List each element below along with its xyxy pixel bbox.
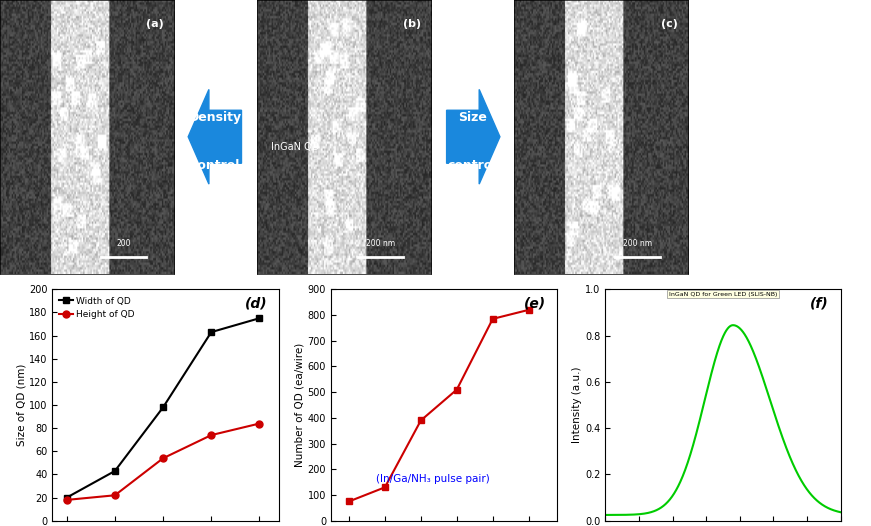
Text: Density: Density	[189, 112, 242, 124]
Text: (e): (e)	[524, 296, 546, 310]
Text: 200: 200	[117, 239, 131, 248]
Width of QD	[158, 404, 168, 410]
Width of QD	[254, 315, 265, 321]
Width of QD	[206, 329, 217, 335]
Height of QD	[206, 432, 217, 438]
Text: 200 nm: 200 nm	[623, 239, 652, 248]
Text: (a): (a)	[146, 19, 164, 29]
Text: control: control	[448, 159, 497, 171]
Text: (d): (d)	[245, 296, 267, 310]
Text: 200 nm: 200 nm	[366, 239, 395, 248]
Y-axis label: Number of QD (ea/wire): Number of QD (ea/wire)	[295, 343, 305, 467]
Text: Size: Size	[458, 112, 487, 124]
Height of QD	[158, 455, 168, 461]
Text: (f): (f)	[810, 296, 828, 310]
Y-axis label: Size of QD (nm): Size of QD (nm)	[17, 364, 26, 446]
Height of QD	[254, 420, 265, 427]
Height of QD	[110, 492, 120, 499]
FancyArrow shape	[188, 89, 241, 184]
Text: (In/Ga/NH₃ pulse pair): (In/Ga/NH₃ pulse pair)	[376, 474, 490, 484]
Text: (c): (c)	[661, 19, 678, 29]
Height of QD	[62, 497, 72, 503]
Text: InGaN QD for Green LED (SLIS-NB): InGaN QD for Green LED (SLIS-NB)	[669, 291, 777, 297]
Y-axis label: Intensity (a.u.): Intensity (a.u.)	[572, 367, 583, 443]
Text: InGaN QD: InGaN QD	[271, 143, 320, 153]
Text: (b): (b)	[402, 19, 421, 29]
Legend: Width of QD, Height of QD: Width of QD, Height of QD	[57, 294, 137, 322]
Line: Height of QD: Height of QD	[64, 420, 263, 503]
FancyArrow shape	[447, 89, 500, 184]
Width of QD	[110, 468, 120, 474]
Text: control: control	[191, 159, 240, 171]
Width of QD	[62, 494, 72, 501]
Line: Width of QD: Width of QD	[64, 315, 263, 501]
